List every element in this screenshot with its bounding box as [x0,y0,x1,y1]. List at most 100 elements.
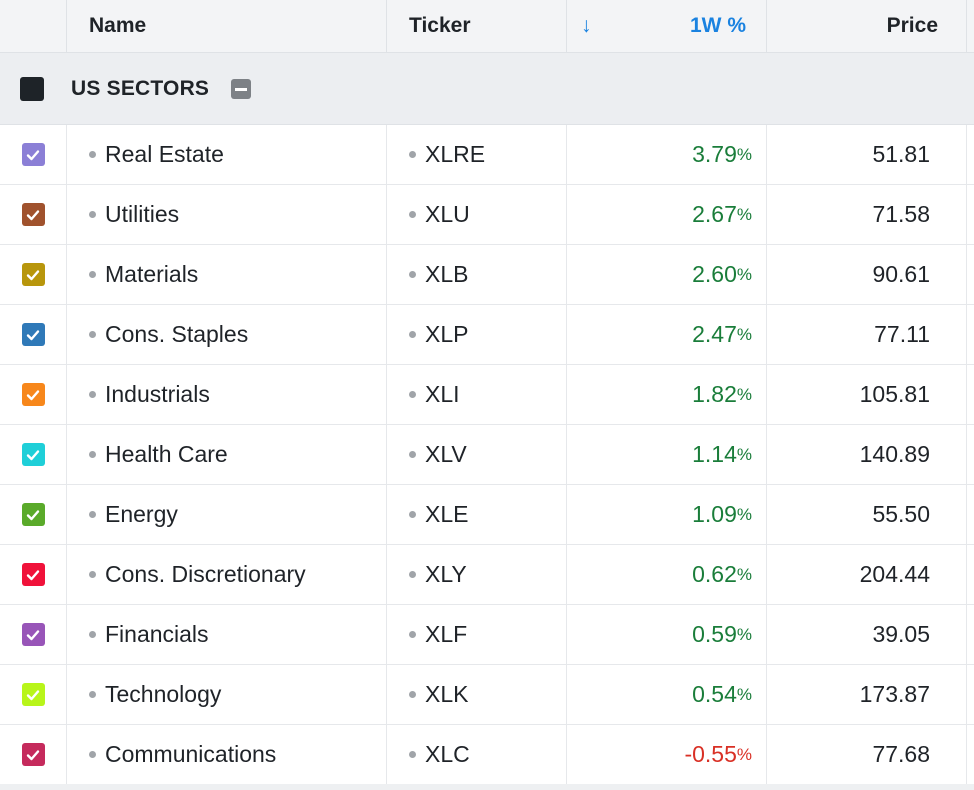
sector-name[interactable]: Health Care [105,441,228,467]
row-checkbox[interactable] [21,443,45,466]
header-name[interactable]: Name [67,0,387,52]
row-price-cell: 204.44 [767,545,967,604]
row-name-cell: Technology [67,665,387,724]
sort-arrow-down-icon[interactable]: ↓ [581,14,592,37]
row-checkbox[interactable] [21,383,45,406]
table-footer-divider [0,784,974,790]
percent-sign: % [736,384,752,404]
price-value: 105.81 [859,381,930,407]
table-row[interactable]: Real Estate XLRE 3.79% 51.81 [0,125,974,185]
bullet-dot-icon [89,631,96,638]
row-select-cell [0,305,67,364]
sector-name[interactable]: Cons. Discretionary [105,561,306,587]
row-change-cell: -0.55% [567,725,767,784]
row-select-cell [0,125,67,184]
bullet-dot-icon [89,151,96,158]
row-change-cell: 0.62% [567,545,767,604]
row-change-cell: 0.59% [567,605,767,664]
ticker-symbol[interactable]: XLE [425,501,469,527]
row-checkbox[interactable] [21,743,45,766]
table-row[interactable]: Cons. Staples XLP 2.47% 77.11 [0,305,974,365]
row-change-cell: 1.14% [567,425,767,484]
change-value: -0.55 [684,741,737,767]
percent-sign: % [736,264,752,284]
row-checkbox[interactable] [21,323,45,346]
percent-sign: % [736,684,752,704]
check-icon [26,689,40,700]
sector-name[interactable]: Energy [105,501,178,527]
check-icon [26,749,40,760]
row-checkbox[interactable] [21,143,45,166]
ticker-symbol[interactable]: XLI [425,381,460,407]
price-value: 173.87 [859,681,930,707]
row-change-cell: 0.54% [567,665,767,724]
header-ticker[interactable]: Ticker [387,0,567,52]
bullet-dot-icon [409,151,416,158]
header-change[interactable]: ↓ 1W % [567,0,767,52]
ticker-symbol[interactable]: XLB [425,261,469,287]
sector-name[interactable]: Communications [105,741,277,767]
table-row[interactable]: Communications XLC -0.55% 77.68 [0,725,974,785]
row-price-cell: 71.58 [767,185,967,244]
row-name-cell: Cons. Staples [67,305,387,364]
percent-sign: % [736,564,752,584]
ticker-symbol[interactable]: XLF [425,621,468,647]
ticker-symbol[interactable]: XLRE [425,141,486,167]
row-checkbox[interactable] [21,503,45,526]
row-checkbox[interactable] [21,683,45,706]
table-row[interactable]: Cons. Discretionary XLY 0.62% 204.44 [0,545,974,605]
sector-name[interactable]: Technology [105,681,222,707]
price-value: 71.58 [872,201,930,227]
group-checkbox[interactable] [20,76,44,101]
table-row[interactable]: Health Care XLV 1.14% 140.89 [0,425,974,485]
sector-name[interactable]: Real Estate [105,141,224,167]
row-ticker-cell: XLE [387,485,567,544]
table-row[interactable]: Utilities XLU 2.67% 71.58 [0,185,974,245]
row-checkbox[interactable] [21,203,45,226]
percent-sign: % [736,324,752,344]
ticker-symbol[interactable]: XLV [425,441,467,467]
table-row[interactable]: Materials XLB 2.60% 90.61 [0,245,974,305]
sector-name[interactable]: Utilities [105,201,180,227]
ticker-symbol[interactable]: XLC [425,741,470,767]
table-row[interactable]: Technology XLK 0.54% 173.87 [0,665,974,725]
change-value: 2.67 [692,201,737,227]
table-row[interactable]: Financials XLF 0.59% 39.05 [0,605,974,665]
check-icon [26,629,40,640]
row-name-cell: Industrials [67,365,387,424]
row-checkbox[interactable] [21,263,45,286]
row-select-cell [0,665,67,724]
bullet-dot-icon [89,451,96,458]
row-select-cell [0,485,67,544]
table-body: Real Estate XLRE 3.79% 51.81 Utilities X… [0,125,974,785]
check-icon [26,509,40,520]
sector-name[interactable]: Industrials [105,381,210,407]
ticker-symbol[interactable]: XLK [425,681,469,707]
row-price-cell: 39.05 [767,605,967,664]
row-checkbox[interactable] [21,563,45,586]
check-icon [26,329,40,340]
row-select-cell [0,245,67,304]
sector-name[interactable]: Materials [105,261,199,287]
ticker-symbol[interactable]: XLP [425,321,469,347]
price-value: 51.81 [872,141,930,167]
sector-name[interactable]: Cons. Staples [105,321,249,347]
ticker-symbol[interactable]: XLY [425,561,467,587]
collapse-minus-icon[interactable] [231,78,252,99]
row-select-cell [0,365,67,424]
row-price-cell: 105.81 [767,365,967,424]
percent-sign: % [736,504,752,524]
row-checkbox[interactable] [21,623,45,646]
header-price[interactable]: Price [767,0,967,52]
bullet-dot-icon [409,451,416,458]
bullet-dot-icon [89,691,96,698]
check-icon [26,569,40,580]
ticker-symbol[interactable]: XLU [425,201,470,227]
table-row[interactable]: Industrials XLI 1.82% 105.81 [0,365,974,425]
bullet-dot-icon [409,271,416,278]
row-ticker-cell: XLI [387,365,567,424]
table-header: Name Ticker ↓ 1W % Price [0,0,974,53]
sector-name[interactable]: Financials [105,621,209,647]
table-row[interactable]: Energy XLE 1.09% 55.50 [0,485,974,545]
row-ticker-cell: XLY [387,545,567,604]
